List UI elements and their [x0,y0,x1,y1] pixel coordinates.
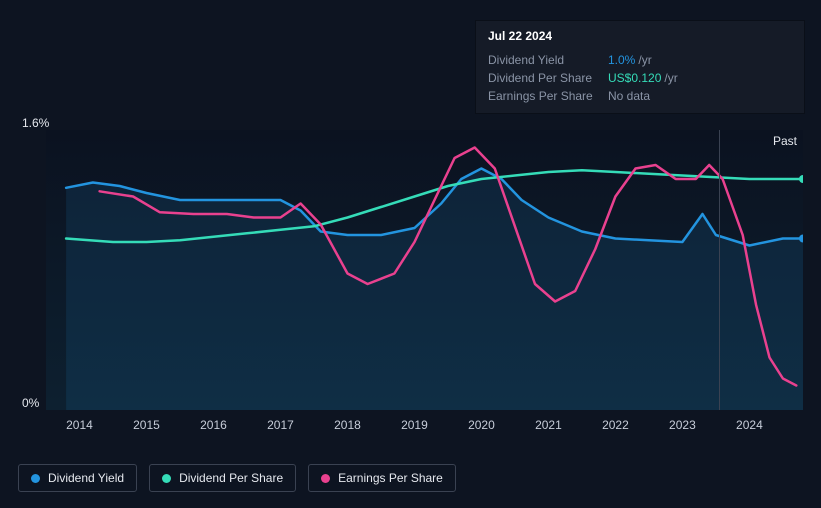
legend-dot-icon [31,474,40,483]
dividend-chart: 1.6%0% Past 2014201520162017201820192020… [18,108,803,423]
tooltip-row-label: Dividend Per Share [488,71,608,85]
legend-dot-icon [162,474,171,483]
y-tick-label: 1.6% [22,116,49,130]
tooltip-row: Dividend Yield1.0%/yr [488,51,792,69]
x-tick-label: 2023 [669,418,696,432]
tooltip-row: Earnings Per ShareNo data [488,87,792,105]
y-tick-label: 0% [22,396,39,410]
tooltip-row-unit: /yr [664,71,677,85]
x-tick-label: 2015 [133,418,160,432]
series-end-marker [799,175,803,183]
legend-item-label: Dividend Yield [48,471,124,485]
tooltip-row: Dividend Per ShareUS$0.120/yr [488,69,792,87]
tooltip-row-value: US$0.120 [608,71,661,85]
plot-area[interactable]: Past [46,130,803,410]
x-tick-label: 2017 [267,418,294,432]
tooltip-row-unit: /yr [638,53,651,67]
legend-dot-icon [321,474,330,483]
tooltip-date: Jul 22 2024 [488,29,792,47]
tooltip-row-label: Dividend Yield [488,53,608,67]
tooltip-row-label: Earnings Per Share [488,89,608,103]
x-tick-label: 2016 [200,418,227,432]
x-tick-label: 2014 [66,418,93,432]
legend-item[interactable]: Dividend Per Share [149,464,296,492]
tooltip-row-value: No data [608,89,650,103]
cursor-line [719,130,720,410]
x-axis: 2014 2015 2016 2017 2018 2019 2020 2021 2022 2023… [46,418,803,436]
chart-tooltip: Jul 22 2024 Dividend Yield1.0%/yrDividen… [475,20,805,114]
x-tick-label: 2022 [602,418,629,432]
x-tick-label: 2018 [334,418,361,432]
chart-legend: Dividend Yield Dividend Per Share Earnings… [18,464,456,492]
legend-item[interactable]: Earnings Per Share [308,464,456,492]
series-fill [66,169,803,411]
x-tick-label: 2019 [401,418,428,432]
legend-item[interactable]: Dividend Yield [18,464,137,492]
x-tick-label: 2024 [736,418,763,432]
x-tick-label: 2021 [535,418,562,432]
past-label: Past [773,134,797,148]
x-tick-label: 2020 [468,418,495,432]
legend-item-label: Earnings Per Share [338,471,443,485]
tooltip-row-value: 1.0% [608,53,635,67]
legend-item-label: Dividend Per Share [179,471,283,485]
